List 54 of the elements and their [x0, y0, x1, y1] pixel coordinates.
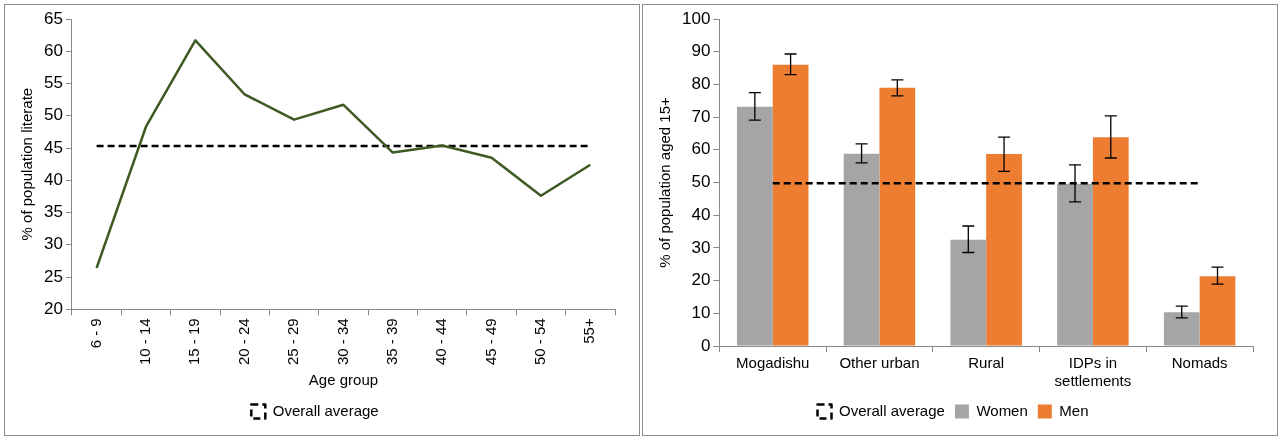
x-tick-label: 45 - 49	[481, 318, 499, 365]
x-tick-label: 10 - 14	[136, 318, 154, 365]
x-tick-label: IDPs in settlements	[1054, 354, 1132, 390]
x-tick-label: 55+	[580, 318, 598, 344]
x-tick-label: 40 - 44	[432, 318, 450, 365]
x-tick-label: Mogadishu	[736, 354, 810, 372]
y-tick-label: 30	[691, 237, 711, 257]
x-tick-label: 30 - 34	[333, 318, 351, 365]
x-tick-label: 35 - 39	[382, 318, 400, 365]
x-tick-label: 20 - 24	[234, 318, 252, 365]
bar	[772, 64, 809, 346]
x-tick-label: Nomads	[1171, 354, 1228, 372]
x-tick-label: 50 - 54	[531, 318, 549, 365]
y-tick-label: 80	[691, 74, 711, 94]
y-tick-label: 55	[43, 73, 63, 93]
y-tick-label: 35	[43, 202, 63, 222]
bar	[1092, 137, 1129, 346]
y-tick-label: 60	[691, 139, 711, 159]
x-tick-label: Rural	[968, 354, 1005, 372]
legend-label: Overall average	[839, 401, 945, 419]
y-tick-label: 65	[43, 8, 63, 28]
y-tick-label: 45	[43, 137, 63, 157]
bar	[986, 154, 1022, 346]
y-tick-label: 10	[691, 302, 711, 322]
x-axis-title: Age group	[308, 371, 379, 389]
bar	[843, 153, 880, 346]
y-tick-label: 70	[691, 106, 711, 126]
y-tick-label: 30	[43, 234, 63, 254]
bar	[879, 87, 916, 346]
y-tick-label: 40	[43, 169, 63, 189]
y-tick-label: 40	[691, 204, 711, 224]
x-tick-label: 25 - 29	[284, 318, 302, 365]
x-tick-label: 6 - 9	[86, 318, 104, 349]
y-tick-label: 50	[691, 172, 711, 192]
legend-label: Overall average	[272, 401, 379, 419]
bar	[736, 106, 773, 346]
x-tick-label: Other urban	[839, 354, 920, 372]
y-tick-label: 90	[691, 41, 711, 61]
y-axis-title: % of population aged 15+	[656, 96, 674, 268]
y-axis-title: % of population literate	[18, 87, 36, 241]
y-tick-label: 0	[700, 335, 711, 355]
bar	[1163, 312, 1200, 346]
y-tick-label: 100	[681, 8, 711, 28]
y-tick-label: 50	[43, 105, 63, 125]
y-tick-label: 20	[43, 298, 63, 318]
legend-label: Women	[976, 401, 1028, 419]
legend-label: Men	[1059, 401, 1089, 419]
y-tick-label: 60	[43, 40, 63, 60]
bar	[1057, 183, 1093, 346]
y-tick-label: 20	[691, 270, 711, 290]
bar	[950, 239, 987, 346]
bar	[1199, 276, 1236, 346]
y-tick-label: 25	[43, 266, 63, 286]
x-tick-label: 15 - 19	[185, 318, 203, 365]
